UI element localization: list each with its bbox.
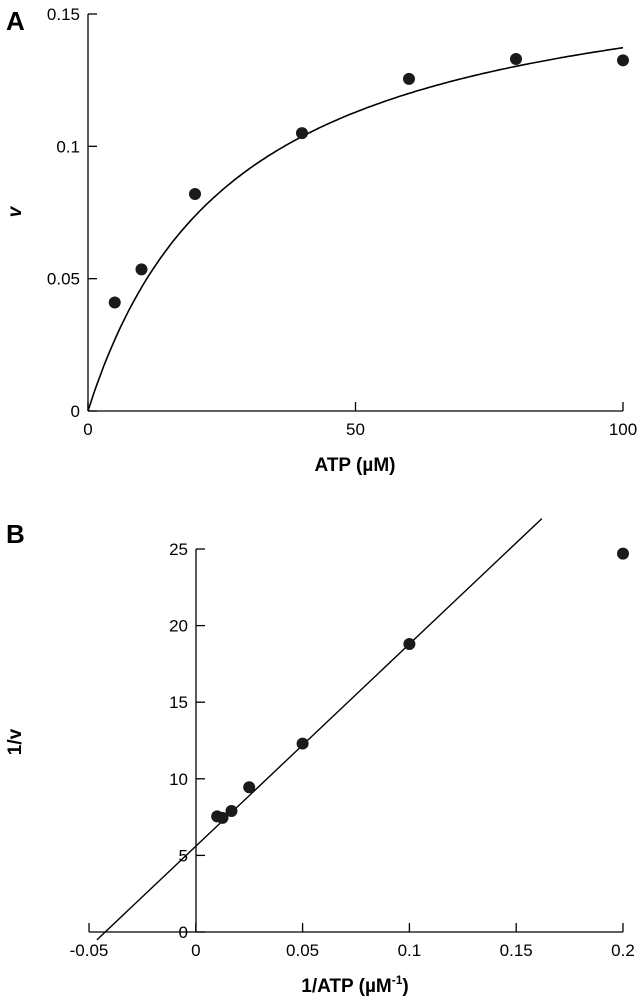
panel-a-x-axis-title: ATP (µM) [315,455,396,476]
panel-a-data-point [617,54,629,67]
panel-b-y-tick-label: 15 [169,693,188,712]
panel-a-x-tick-label: 100 [609,420,637,439]
panel-a-data-point [108,296,121,309]
panel-b-data-point [617,547,629,560]
panel-a-ticks: 0 50 100 0 0.05 0.1 0.15 [47,5,637,439]
panel-b-x-axis-title: 1/ATP (µM-1) [301,973,408,997]
panel-a-x-tick-label: 0 [83,420,92,439]
panel-b-x-axis-title-main: 1/ATP (µM [301,976,391,997]
panel-b-y-tick-label: 10 [169,770,188,789]
panel-a-y-axis-title: v [5,205,26,217]
panel-b-y-tick-label: 20 [169,617,188,636]
panel-b-data-points [211,547,629,824]
panel-b-x-tick-label: 0.05 [286,941,319,960]
panel-b-x-axis-title-end: ) [402,976,408,997]
panel-a-data-point [135,263,148,276]
panel-b-data-point [216,811,229,824]
panel-a-y-tick-label: 0.15 [47,5,80,24]
panel-a-y-tick-label: 0.1 [56,137,80,156]
panel-a-fit-curve [87,46,624,412]
panel-b-data-point [296,737,309,750]
panel-a-y-tick-label: 0 [71,402,80,421]
panel-b-ticks: -0.05 0 0.05 0.1 0.15 0.2 0 5 10 15 20 25 [70,540,635,960]
panel-b-x-tick-label: 0.2 [611,941,635,960]
panel-b-x-axis-title-superscript: -1 [392,973,403,987]
panel-b-fit-line [96,518,543,941]
panel-b-x-tick-label: 0 [191,941,200,960]
panel-a-x-tick-label: 50 [346,420,365,439]
panel-a-data-point [296,127,308,140]
panel-b-data-point [225,804,238,817]
panel-b-y-tick-label: 5 [179,846,188,865]
panel-b-data-point [243,781,256,794]
panel-b-x-tick-label: 0.15 [500,941,533,960]
panel-b-x-tick-label: -0.05 [70,941,109,960]
panel-a-data-point [510,52,522,65]
panel-b-label: B [6,519,25,549]
panel-b-lineweaver-burk-plot: B -0.05 0 0.05 0.1 0.15 0.2 0 5 10 15 20 25 1/ATP (… [5,518,635,997]
panel-a-michaelis-menten-plot: A 0 50 100 0 0.05 0.1 0.15 ATP (µM) v [5,5,637,476]
panel-b-data-point [403,637,416,650]
panel-a-data-point [189,187,201,200]
panel-b-y-tick-label: 25 [169,540,188,559]
panel-a-label: A [6,6,25,36]
panel-a-y-tick-label: 0.05 [47,270,80,289]
panel-b-x-tick-label: 0.1 [398,941,422,960]
panel-a-data-point [403,72,415,85]
panel-b-y-axis-title: 1/v [5,728,26,755]
panel-b-y-tick-label: 0 [179,923,188,942]
panel-a-data-points [108,52,629,309]
